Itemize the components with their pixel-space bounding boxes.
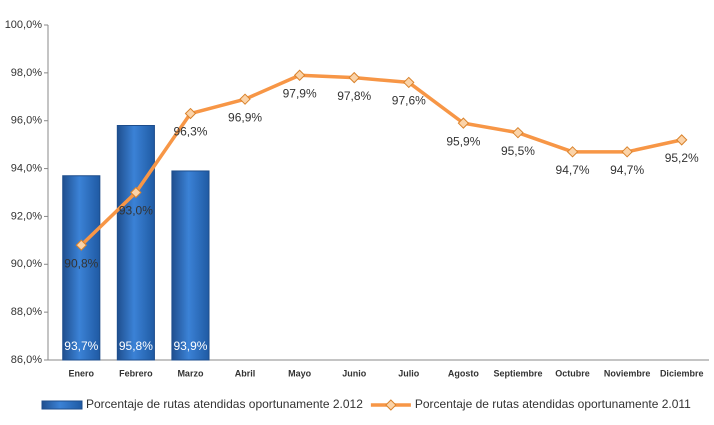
bar-value-label: 93,7% (64, 339, 98, 353)
x-tick-label: Abril (235, 368, 256, 378)
y-tick-label: 96,0% (11, 115, 42, 127)
line-marker (566, 146, 579, 158)
y-tick-label: 92,0% (11, 210, 42, 222)
x-tick-label: Junio (342, 368, 367, 378)
line (80, 73, 683, 247)
bar (62, 175, 101, 361)
line-marker (403, 76, 415, 89)
line-value-label: 93,0% (119, 204, 153, 218)
legend-label: Porcentaje de rutas atendidas oportuname… (86, 397, 363, 411)
x-tick-label: Julio (398, 368, 420, 378)
line-marker (512, 126, 524, 139)
x-tick-label: Agosto (448, 368, 479, 378)
x-tick-label: Febrero (119, 368, 153, 378)
line-value-label: 97,6% (392, 94, 426, 108)
line-value-label: 96,9% (228, 110, 262, 124)
y-tick-label: 98,0% (11, 67, 42, 79)
line-value-label: 96,3% (173, 125, 207, 139)
y-tick-label: 94,0% (11, 162, 42, 174)
x-tick-label: Octubre (555, 368, 590, 378)
line-marker (621, 146, 633, 158)
x-tick-label: Septiembre (493, 368, 542, 378)
legend-label: Porcentaje de rutas atendidas oportuname… (415, 397, 691, 411)
line-marker (293, 69, 306, 81)
line-value-label: 95,5% (501, 144, 535, 158)
line-value-label: 95,2% (665, 151, 699, 165)
line-value-label: 95,9% (446, 134, 480, 148)
line-marker (75, 239, 87, 251)
bar-value-label: 95,8% (119, 339, 153, 353)
legend-swatch (41, 400, 83, 410)
line-marker (676, 134, 688, 146)
y-tick-label: 86,0% (11, 354, 42, 366)
bar (116, 125, 155, 361)
line-value-label: 97,9% (283, 86, 317, 100)
line-marker (239, 93, 251, 105)
x-tick-label: Marzo (177, 368, 204, 378)
line-value-label: 94,7% (610, 163, 644, 177)
bar-value-label: 93,9% (173, 339, 207, 353)
y-tick-label: 90,0% (11, 258, 42, 270)
line-marker (184, 107, 197, 120)
x-tick-label: Enero (69, 368, 95, 378)
line-value-label: 94,7% (556, 163, 590, 177)
x-tick-label: Mayo (288, 368, 312, 378)
x-tick-label: Noviembre (604, 368, 651, 378)
line-marker (348, 71, 360, 84)
legend-marker (385, 399, 397, 411)
line-marker (130, 186, 142, 199)
x-tick-label: Diciembre (660, 368, 704, 378)
line-value-label: 90,8% (64, 256, 98, 270)
line-marker (457, 117, 470, 129)
y-tick-label: 100,0% (5, 19, 43, 31)
bar (171, 170, 210, 361)
y-tick-label: 88,0% (11, 306, 42, 318)
line-value-label: 97,8% (337, 89, 371, 103)
